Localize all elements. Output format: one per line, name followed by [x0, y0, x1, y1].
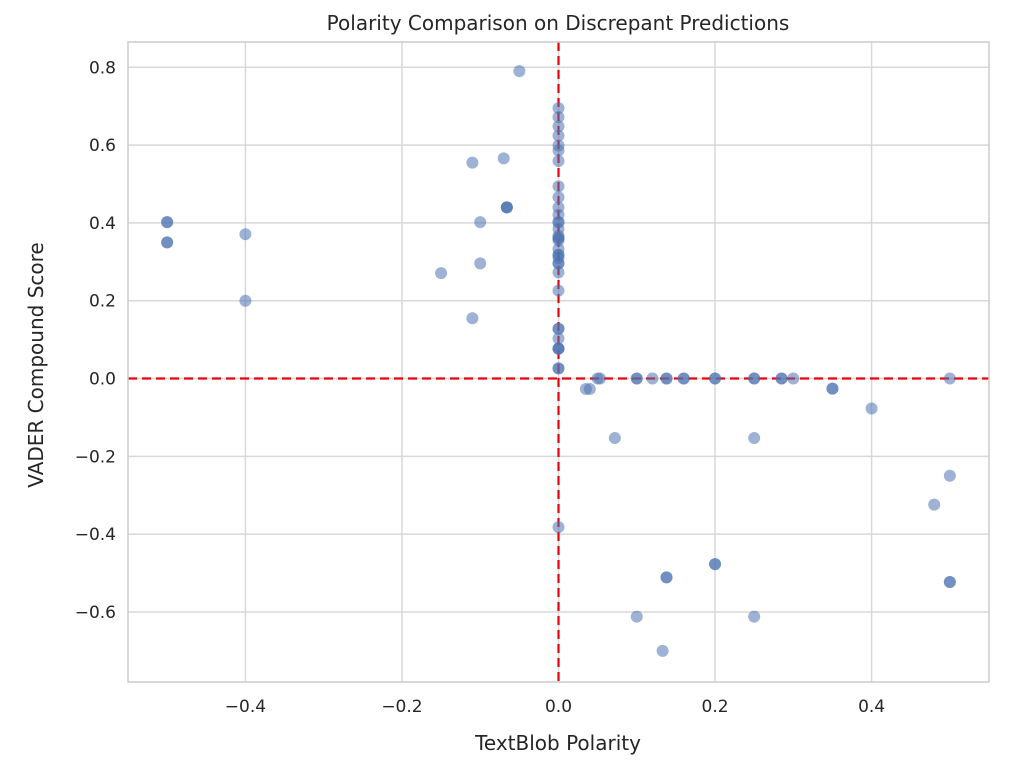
x-tick-label: 0.0: [545, 697, 572, 717]
data-point: [748, 372, 761, 385]
data-point: [552, 155, 565, 168]
x-tick-label: −0.2: [381, 697, 422, 717]
data-point: [552, 342, 565, 355]
y-tick-label: 0.0: [89, 370, 116, 390]
data-point: [161, 216, 174, 229]
data-point: [239, 294, 252, 307]
data-point: [552, 129, 565, 142]
plot-border: [127, 41, 990, 683]
tick-labels: −0.4 −0.2 0.0 0.2 0.4 −0.6 −0.4 −0.2 0.0 0.2 0.4 0.…: [75, 58, 885, 717]
data-point: [552, 180, 565, 193]
data-point: [239, 228, 252, 241]
data-point: [552, 120, 565, 133]
data-points: [161, 65, 956, 657]
data-point: [435, 267, 448, 280]
data-point: [608, 432, 621, 445]
chart-title: Polarity Comparison on Discrepant Predic…: [327, 11, 790, 35]
y-tick-label: 0.4: [89, 214, 116, 234]
data-point: [552, 257, 565, 270]
y-tick-label: −0.4: [75, 525, 116, 545]
data-point: [775, 372, 788, 385]
data-point: [466, 156, 479, 169]
x-tick-label: 0.2: [702, 697, 729, 717]
data-point: [500, 201, 513, 214]
data-point: [943, 372, 956, 385]
data-point: [552, 102, 565, 115]
data-point: [552, 191, 565, 204]
data-point: [474, 216, 487, 229]
x-tick-label: 0.4: [858, 697, 885, 717]
data-point: [709, 558, 722, 571]
data-point: [787, 372, 800, 385]
data-point: [552, 521, 565, 534]
data-point: [660, 372, 673, 385]
data-point: [513, 65, 526, 78]
data-point: [865, 402, 878, 415]
data-point: [656, 644, 669, 657]
x-tick-label: −0.4: [225, 697, 266, 717]
data-point: [161, 236, 174, 249]
y-axis-label: VADER Compound Score: [24, 242, 48, 487]
data-point: [552, 322, 565, 335]
data-point: [552, 111, 565, 124]
data-point: [466, 312, 479, 325]
data-point: [630, 372, 643, 385]
data-point: [552, 362, 565, 375]
data-point: [943, 576, 956, 589]
data-point: [552, 266, 565, 279]
data-point: [497, 152, 510, 165]
y-tick-label: 0.6: [89, 136, 116, 156]
data-point: [748, 432, 761, 445]
data-point: [552, 284, 565, 297]
data-point: [630, 610, 643, 623]
data-point: [709, 372, 722, 385]
data-point: [943, 469, 956, 482]
y-tick-label: 0.2: [89, 292, 116, 312]
data-point: [593, 372, 606, 385]
data-point: [552, 234, 565, 247]
y-tick-label: 0.8: [89, 58, 116, 78]
data-point: [677, 372, 690, 385]
y-tick-label: −0.2: [75, 447, 116, 467]
data-point: [474, 257, 487, 270]
data-point: [552, 144, 565, 157]
data-point: [660, 571, 673, 584]
data-point: [583, 383, 596, 396]
data-point: [552, 332, 565, 345]
plot-frame: [127, 41, 990, 683]
data-point: [748, 610, 761, 623]
y-tick-label: −0.6: [75, 603, 116, 623]
data-point: [928, 498, 941, 511]
data-point: [826, 382, 839, 395]
data-point: [646, 372, 659, 385]
x-axis-label: TextBlob Polarity: [474, 731, 641, 755]
